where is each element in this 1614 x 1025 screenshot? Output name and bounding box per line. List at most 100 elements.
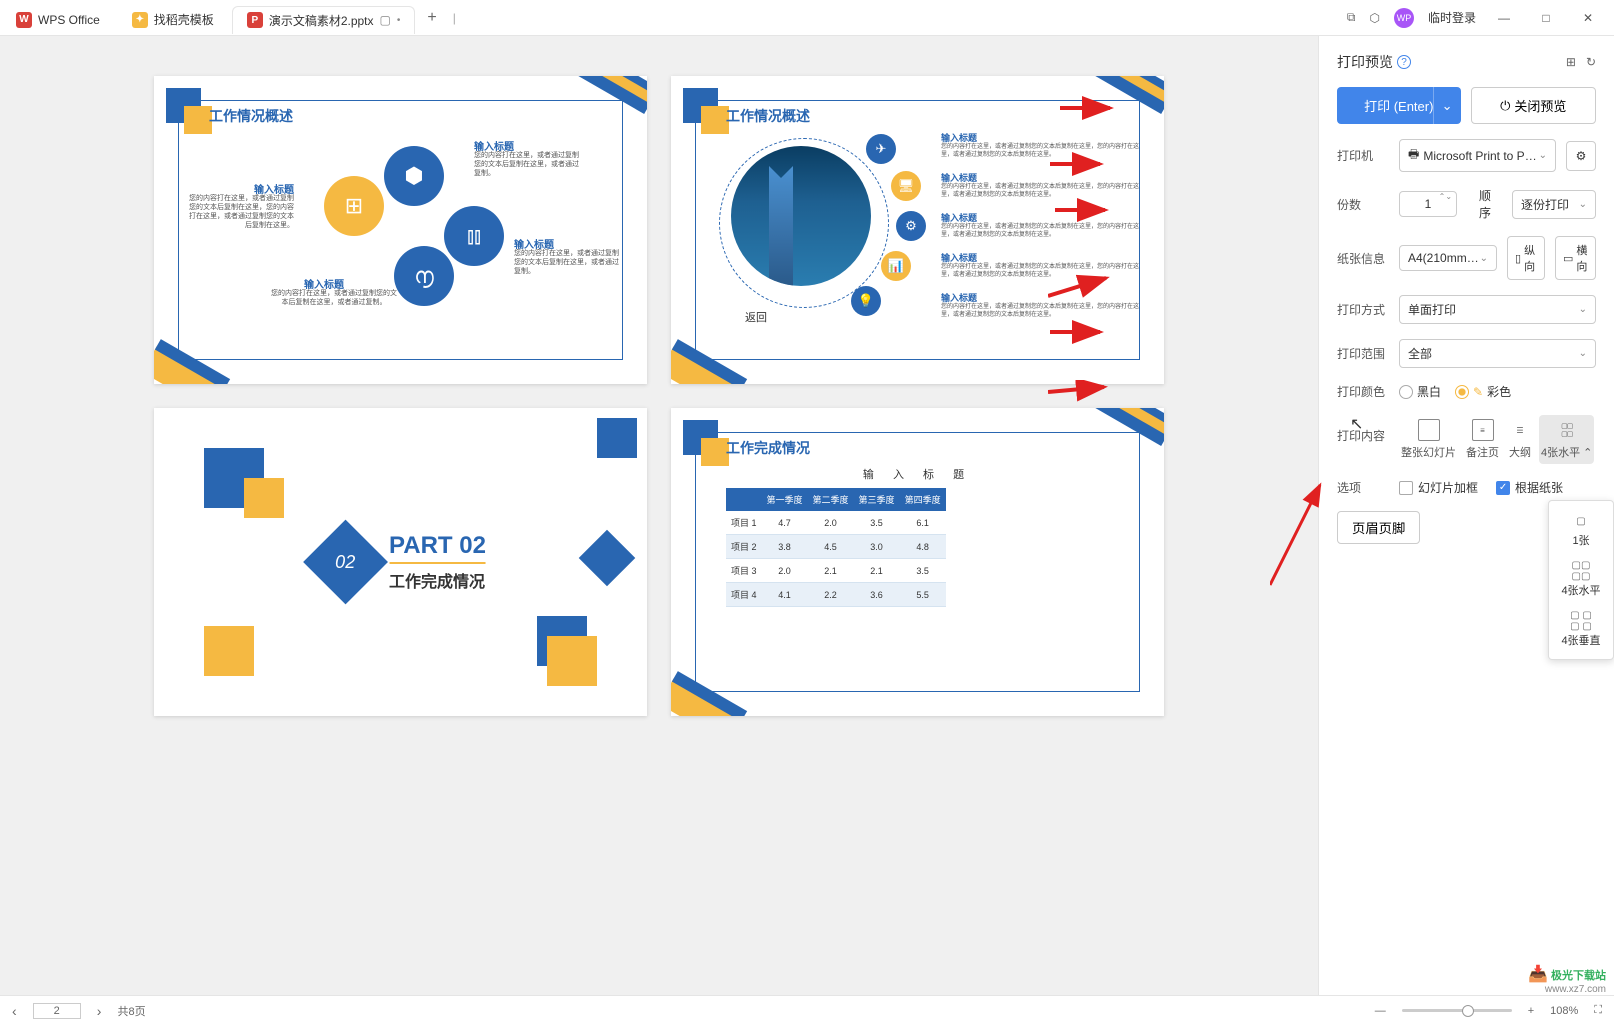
- login-label[interactable]: 临时登录: [1428, 9, 1476, 26]
- small-icon: 🖥: [891, 171, 921, 201]
- refresh-icon[interactable]: ↻: [1586, 55, 1596, 69]
- color-label: 打印颜色: [1337, 383, 1389, 400]
- zoom-in-button[interactable]: +: [1528, 1005, 1534, 1017]
- data-table: 第一季度第二季度第三季度第四季度 项目 14.72.03.56.1项目 23.8…: [726, 488, 946, 607]
- fit-button[interactable]: ⛶: [1594, 1004, 1602, 1017]
- corner-deco: [683, 88, 718, 123]
- table-cell: 3.5: [854, 511, 900, 535]
- panel-title: 打印预览: [1337, 52, 1393, 72]
- part-en: PART 02: [389, 532, 486, 564]
- text-desc: 您的内容打在这里，或者通过复制您的文本后复制在这里，或者通过复制。: [474, 151, 584, 178]
- table-cell: 4.1: [762, 583, 808, 607]
- printer-settings-button[interactable]: ⚙: [1566, 141, 1596, 171]
- zoom-out-button[interactable]: —: [1375, 1005, 1386, 1017]
- grid-icon[interactable]: ⊞: [1566, 55, 1576, 69]
- table-cell: 6.1: [900, 511, 946, 535]
- power-icon: ⏻: [1500, 98, 1510, 114]
- circle-icon: ⫾⫾: [444, 206, 504, 266]
- avatar[interactable]: WP: [1394, 8, 1414, 28]
- layout-4v-icon: ▢ ▢▢ ▢: [1570, 612, 1592, 630]
- layout-4h-icon: ▢▢▢▢: [1570, 562, 1592, 580]
- paper-select[interactable]: A4(210mmx...⌄: [1399, 245, 1497, 271]
- statusbar: ‹ 2 › 共8页 — + 108% ⛶: [0, 995, 1614, 1025]
- range-label: 打印范围: [1337, 345, 1389, 362]
- annotation-arrow: [1048, 380, 1114, 404]
- paper-checkbox[interactable]: ✓根据纸张: [1496, 479, 1563, 496]
- table-cell: 4.5: [808, 535, 854, 559]
- table-header: 第二季度: [808, 488, 854, 511]
- content-outline-option[interactable]: ☰大纲: [1507, 415, 1533, 464]
- orbit-line: [719, 138, 889, 308]
- content-full-option[interactable]: 整张幻灯片: [1399, 415, 1458, 464]
- slide-4[interactable]: 工作完成情况 输 入 标 题 第一季度第二季度第三季度第四季度 项目 14.72…: [671, 408, 1164, 716]
- chevron-down-icon: ⌄: [1480, 253, 1488, 264]
- help-icon[interactable]: ?: [1397, 55, 1411, 69]
- content-4h-option[interactable]: ▢▢▢▢4张水平 ⌃: [1539, 415, 1594, 464]
- table-cell: 2.1: [854, 559, 900, 583]
- dropdown-item-1[interactable]: ▢1张: [1553, 509, 1609, 551]
- add-tab-button[interactable]: +: [417, 9, 446, 27]
- part-diamond: 02: [303, 520, 388, 605]
- frame-checkbox[interactable]: 幻灯片加框: [1399, 479, 1478, 496]
- print-button[interactable]: 打印 (Enter) ⌄: [1337, 87, 1461, 124]
- dropdown-item-4h[interactable]: ▢▢▢▢4张水平: [1553, 559, 1609, 601]
- table-cell: 2.0: [808, 511, 854, 535]
- ppt-icon: P: [247, 12, 263, 28]
- color-radio[interactable]: ✎彩色: [1455, 383, 1511, 400]
- tab-skin[interactable]: ✦ 找稻壳模板: [118, 6, 228, 34]
- corner-deco: [166, 88, 201, 123]
- annotation-arrow: [1270, 480, 1330, 590]
- slide-1[interactable]: 工作情况概述 ⊞ ⬢ ⫾⫾ ൱ 输入标题 您的内容打在这里，或者通过复制您的文本…: [154, 76, 647, 384]
- chevron-down-icon[interactable]: ⌄: [1433, 87, 1453, 124]
- panel-icon-1[interactable]: ⧉: [1347, 10, 1356, 25]
- square-deco: [244, 478, 284, 518]
- content-notes-option[interactable]: ≡备注页: [1464, 415, 1501, 464]
- text-desc: 您的内容打在这里，或者通过复制您的文本后复制在这里，您的内容打在这里，或者通过复…: [941, 224, 1141, 240]
- annotation-arrow: [1048, 270, 1118, 302]
- options-label: 选项: [1337, 479, 1389, 496]
- printer-select[interactable]: 🖶Microsoft Print to PDF ⌄: [1399, 139, 1556, 172]
- order-select[interactable]: 逐份打印⌄: [1512, 190, 1596, 219]
- slide-title: 工作完成情况: [726, 438, 810, 458]
- table-cell: 4.7: [762, 511, 808, 535]
- next-page-button[interactable]: ›: [97, 1003, 102, 1019]
- table-header: 第一季度: [762, 488, 808, 511]
- copies-input[interactable]: 1: [1399, 191, 1457, 217]
- table-header: 第三季度: [854, 488, 900, 511]
- landscape-button[interactable]: ▭横向: [1555, 236, 1596, 280]
- bw-radio[interactable]: 黑白: [1399, 383, 1441, 400]
- content-label: 打印内容: [1337, 427, 1389, 444]
- table-cell: 3.0: [854, 535, 900, 559]
- chevron-down-icon: ⌄: [1579, 304, 1587, 315]
- table-header: [726, 488, 762, 511]
- square-deco: [547, 636, 597, 686]
- close-button[interactable]: ✕: [1574, 4, 1602, 32]
- outline-icon: ☰: [1509, 419, 1531, 441]
- portrait-button[interactable]: ▯纵向: [1507, 236, 1545, 280]
- small-icon: ⚙: [896, 211, 926, 241]
- close-preview-button[interactable]: ⏻ 关闭预览: [1471, 87, 1597, 124]
- table-row: 项目 14.72.03.56.1: [726, 511, 946, 535]
- table-header: 第四季度: [900, 488, 946, 511]
- range-select[interactable]: 全部⌄: [1399, 339, 1596, 368]
- duplex-label: 打印方式: [1337, 301, 1389, 318]
- slide-title: 工作情况概述: [209, 106, 293, 126]
- prev-page-button[interactable]: ‹: [12, 1003, 17, 1019]
- slide-subtitle: 输 入 标 题: [671, 466, 1164, 482]
- minimize-button[interactable]: —: [1490, 4, 1518, 32]
- page-input[interactable]: 2: [33, 1003, 81, 1019]
- page-count: 共8页: [117, 1003, 145, 1019]
- table-cell: 3.8: [762, 535, 808, 559]
- dropdown-item-4v[interactable]: ▢ ▢▢ ▢4张垂直: [1553, 609, 1609, 651]
- maximize-button[interactable]: □: [1532, 4, 1560, 32]
- duplex-select[interactable]: 单面打印⌄: [1399, 295, 1596, 324]
- tab-home[interactable]: W WPS Office: [2, 6, 114, 34]
- tab-document[interactable]: P 演示文稿素材2.pptx ▢ •: [232, 6, 416, 34]
- table-cell: 2.0: [762, 559, 808, 583]
- tab-menu-icon[interactable]: •: [397, 15, 401, 26]
- annotation-arrow: [1055, 198, 1115, 222]
- zoom-slider[interactable]: [1402, 1009, 1512, 1012]
- panel-icon-2[interactable]: ⬡: [1370, 11, 1380, 25]
- slide-3[interactable]: 02 PART 02 工作完成情况: [154, 408, 647, 716]
- header-footer-button[interactable]: 页眉页脚: [1337, 511, 1420, 544]
